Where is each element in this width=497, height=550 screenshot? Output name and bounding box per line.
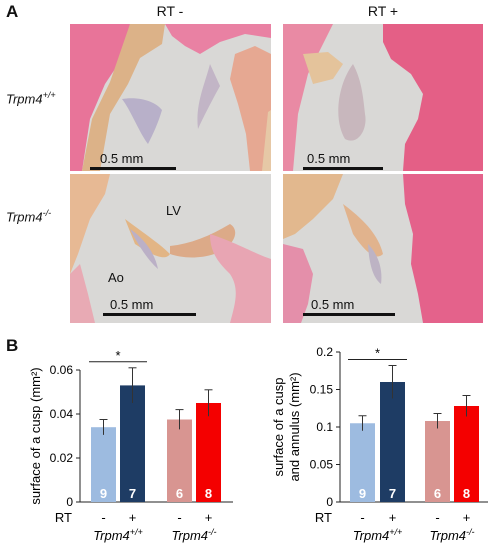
chart1-significance-mark: * <box>115 348 120 363</box>
chart1-n-label: 7 <box>129 486 136 501</box>
chart1-group-label-sup: -/- <box>208 527 217 537</box>
chart1-rt-mark: - <box>177 510 181 525</box>
ao-label: Ao <box>108 270 124 285</box>
scale-bar-label: 0.5 mm <box>307 151 351 166</box>
chart2-group-label: Trpm4-/- <box>429 527 474 543</box>
chart2-significance-mark: * <box>375 346 380 361</box>
chart2-bar <box>350 423 375 502</box>
chart2-bar <box>454 406 479 502</box>
row-header-wildtype-sup: +/+ <box>42 90 56 100</box>
scale-bar <box>303 167 383 170</box>
chart2-n-label: 6 <box>434 486 441 501</box>
chart2-group-label-base: Trpm4 <box>353 528 390 543</box>
chart1-n-label: 9 <box>100 486 107 501</box>
chart1-bar <box>120 385 145 502</box>
scale-bar-label: 0.5 mm <box>311 297 355 312</box>
panel-b-letter: B <box>6 336 19 355</box>
row-header-knockout-base: Trpm4 <box>6 209 43 225</box>
chart2-y-axis-label-line1: surface of a cusp <box>271 378 286 477</box>
chart2-y-axis-label-line2: and annulus (mm²) <box>287 372 302 481</box>
row-header-wildtype: Trpm4+/+ <box>6 90 56 106</box>
chart2-y-tick-label: 0.2 <box>316 345 333 359</box>
micrograph-ko-rt-minus: LV Ao 0.5 mm <box>70 174 271 323</box>
row-header-wildtype-base: Trpm4 <box>6 91 43 107</box>
scale-bar-label: 0.5 mm <box>110 297 154 312</box>
chart2-group-label: Trpm4+/+ <box>353 527 403 543</box>
chart2-n-label: 9 <box>359 486 366 501</box>
scale-bar <box>90 167 176 170</box>
chart2-y-tick-label: 0 <box>326 495 333 509</box>
chart2-bar <box>380 382 405 502</box>
chart2-group-label-base: Trpm4 <box>429 528 466 543</box>
chart1-y-tick-label: 0.02 <box>50 451 74 465</box>
chart2-rt-label: RT <box>315 510 332 525</box>
micrograph-wt-rt-plus: 0.5 mm <box>283 24 483 171</box>
chart1-group-label: Trpm4-/- <box>171 527 216 543</box>
chart1-rt-mark: - <box>101 510 105 525</box>
chart1-bar <box>91 427 116 502</box>
chart1-y-tick-label: 0 <box>66 495 73 509</box>
micrograph-ko-rt-plus: 0.5 mm <box>283 174 483 323</box>
chart1-bar <box>167 419 192 502</box>
chart1-rt-mark: + <box>129 510 137 525</box>
chart2-y-tick-label: 0.1 <box>316 420 333 434</box>
chart2-rt-mark: - <box>360 510 364 525</box>
chart2-n-label: 8 <box>463 486 470 501</box>
chart2-rt-mark: - <box>435 510 439 525</box>
chart2-y-tick-label: 0.15 <box>310 383 334 397</box>
chart1-n-label: 6 <box>176 486 183 501</box>
row-header-knockout: Trpm4-/- <box>6 208 51 224</box>
chart2-bar <box>425 421 450 502</box>
chart2-rt-mark: + <box>389 510 397 525</box>
chart1-group-label-sup: +/+ <box>130 527 143 537</box>
row-header-knockout-sup: -/- <box>42 208 52 218</box>
scale-bar <box>103 313 196 316</box>
micrograph-wt-rt-minus: 0.5 mm <box>70 24 271 171</box>
chart1-n-label: 8 <box>205 486 212 501</box>
chart1-rt-label: RT <box>55 510 72 525</box>
chart1-y-axis-label: surface of a cusp (mm²) <box>28 367 43 504</box>
chart2-rt-mark: + <box>463 510 471 525</box>
chart1-group-label-base: Trpm4 <box>93 528 130 543</box>
chart1-bar <box>196 403 221 502</box>
scale-bar-label: 0.5 mm <box>100 151 144 166</box>
chart1-rt-mark: + <box>205 510 213 525</box>
lv-label: LV <box>166 203 181 218</box>
chart1-group-label: Trpm4+/+ <box>93 527 143 543</box>
chart2-group-label-sup: -/- <box>466 527 475 537</box>
panel-a-letter: A <box>6 2 19 21</box>
chart1-y-tick-label: 0.04 <box>50 407 74 421</box>
chart2-n-label: 7 <box>389 486 396 501</box>
chart1-group-label-base: Trpm4 <box>171 528 208 543</box>
column-header-rt-minus: RT - <box>156 3 184 19</box>
chart1-y-tick-label: 0.06 <box>50 363 74 377</box>
scale-bar <box>303 313 395 316</box>
chart2-group-label-sup: +/+ <box>389 527 402 537</box>
chart2-y-tick-label: 0.05 <box>310 458 334 472</box>
column-header-rt-plus: RT + <box>367 3 399 19</box>
